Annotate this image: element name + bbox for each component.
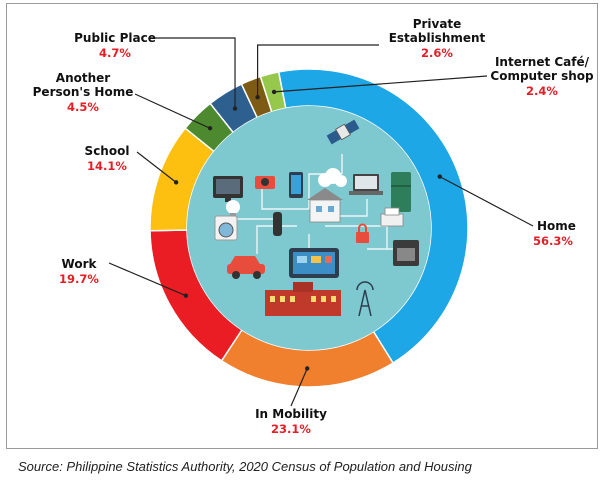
category-label: Home: [537, 219, 576, 233]
value-label: 4.7%: [99, 46, 131, 60]
washer-icon: [214, 215, 238, 241]
category-label: Another: [56, 71, 110, 85]
value-label: 2.4%: [526, 84, 558, 98]
house-icon: [307, 188, 343, 223]
value-label: 23.1%: [271, 422, 311, 436]
value-label: 4.5%: [67, 100, 99, 114]
value-label: 2.6%: [421, 46, 453, 60]
oven-icon: [393, 240, 419, 266]
leader-line: [136, 151, 177, 183]
center-disc: [187, 106, 431, 350]
cloud-icon: [318, 168, 347, 187]
leader-dot: [232, 106, 238, 111]
lock-icon: [356, 223, 369, 243]
phone-icon: [289, 172, 303, 198]
leader-dot: [305, 366, 310, 371]
leader-line: [274, 75, 488, 93]
category-label: Person's Home: [33, 85, 134, 99]
value-label: 56.3%: [533, 234, 573, 248]
category-label: Work: [62, 257, 98, 271]
leader-line: [290, 368, 308, 407]
category-label: Internet Café/: [495, 55, 590, 69]
leader-line: [108, 262, 187, 297]
camera-icon: [255, 176, 275, 189]
leader-line: [439, 176, 534, 227]
value-label: 19.7%: [59, 272, 99, 286]
printer-icon: [380, 207, 404, 227]
car-icon: [227, 256, 265, 279]
value-label: 14.1%: [87, 159, 127, 173]
category-label: Establishment: [389, 31, 486, 45]
speaker-icon: [273, 212, 282, 236]
leader-dot: [271, 89, 277, 95]
leader-line: [150, 37, 236, 109]
leader-dot: [437, 174, 442, 179]
leader-line: [257, 44, 379, 98]
category-label: School: [85, 144, 130, 158]
category-label: In Mobility: [255, 407, 327, 421]
leader-dot: [255, 95, 260, 100]
leader-line: [134, 93, 211, 129]
chart-frame: Home 56.3% In Mobility 23.1% Work 19.7% School…: [6, 3, 598, 449]
fridge-icon: [391, 172, 411, 212]
laptop-icon: [349, 174, 383, 195]
tv-icon: [213, 176, 243, 202]
category-label: Private: [413, 17, 462, 31]
category-label: Computer shop: [490, 69, 594, 83]
tablet-icon: [289, 248, 339, 278]
leader-dot: [207, 126, 213, 131]
source-note: Source: Philippine Statistics Authority,…: [18, 459, 472, 474]
center-illustration: [187, 106, 431, 350]
leader-dot: [183, 293, 189, 298]
category-label: Public Place: [74, 31, 156, 45]
leader-dot: [173, 180, 179, 185]
antenna-tower-icon: [356, 281, 374, 317]
satellite-icon: [326, 119, 360, 145]
building-icon: [265, 282, 341, 316]
